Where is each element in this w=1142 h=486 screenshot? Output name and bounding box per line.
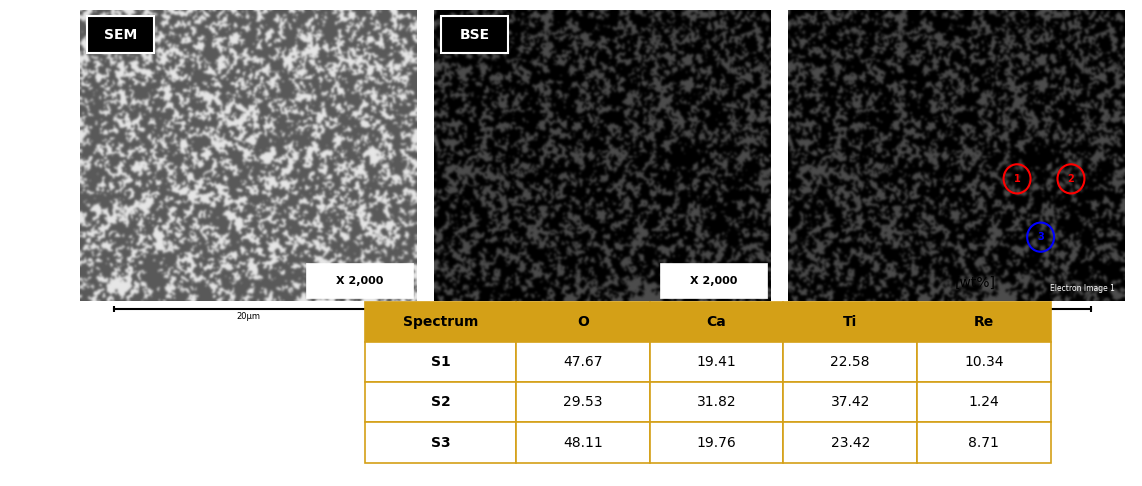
Text: 20μm: 20μm	[944, 312, 968, 321]
Text: 47.67: 47.67	[563, 355, 603, 369]
Text: BSE: BSE	[459, 28, 490, 41]
Text: 22.58: 22.58	[830, 355, 870, 369]
FancyBboxPatch shape	[650, 302, 783, 342]
Text: 29.53: 29.53	[563, 395, 603, 409]
FancyBboxPatch shape	[660, 263, 767, 298]
FancyBboxPatch shape	[516, 302, 650, 342]
FancyBboxPatch shape	[917, 382, 1051, 422]
FancyBboxPatch shape	[783, 302, 917, 342]
Text: X 2,000: X 2,000	[690, 276, 738, 286]
Text: O: O	[577, 315, 589, 329]
Text: S3: S3	[431, 435, 451, 450]
Text: 20μm: 20μm	[236, 312, 260, 321]
FancyBboxPatch shape	[516, 342, 650, 382]
Text: Ti: Ti	[843, 315, 858, 329]
Text: Spectrum: Spectrum	[403, 315, 478, 329]
Text: 23.42: 23.42	[830, 435, 870, 450]
FancyBboxPatch shape	[917, 342, 1051, 382]
Text: 8.71: 8.71	[968, 435, 999, 450]
FancyBboxPatch shape	[365, 382, 516, 422]
Text: 37.42: 37.42	[830, 395, 870, 409]
FancyBboxPatch shape	[365, 422, 516, 463]
FancyBboxPatch shape	[650, 342, 783, 382]
FancyBboxPatch shape	[917, 422, 1051, 463]
FancyBboxPatch shape	[917, 302, 1051, 342]
Text: S1: S1	[431, 355, 451, 369]
Text: 19.76: 19.76	[697, 435, 737, 450]
FancyBboxPatch shape	[365, 302, 516, 342]
Text: 19.41: 19.41	[697, 355, 737, 369]
FancyBboxPatch shape	[783, 382, 917, 422]
Text: 20μm: 20μm	[590, 312, 614, 321]
Text: 1: 1	[1014, 174, 1021, 184]
Text: Re: Re	[974, 315, 994, 329]
Text: S2: S2	[431, 395, 451, 409]
FancyBboxPatch shape	[306, 263, 413, 298]
FancyBboxPatch shape	[365, 342, 516, 382]
Text: 3: 3	[1037, 232, 1044, 242]
Text: Ca: Ca	[707, 315, 726, 329]
FancyBboxPatch shape	[516, 382, 650, 422]
Text: 2: 2	[1068, 174, 1075, 184]
Text: 1.24: 1.24	[968, 395, 999, 409]
FancyBboxPatch shape	[650, 422, 783, 463]
Text: Electron Image 1: Electron Image 1	[1049, 283, 1115, 293]
FancyBboxPatch shape	[441, 16, 508, 53]
Text: SEM: SEM	[104, 28, 137, 41]
FancyBboxPatch shape	[650, 382, 783, 422]
Text: X 2,000: X 2,000	[336, 276, 384, 286]
FancyBboxPatch shape	[783, 422, 917, 463]
FancyBboxPatch shape	[783, 342, 917, 382]
Text: 48.11: 48.11	[563, 435, 603, 450]
FancyBboxPatch shape	[87, 16, 154, 53]
Text: [wt%]: [wt%]	[955, 276, 996, 290]
Text: 31.82: 31.82	[697, 395, 737, 409]
FancyBboxPatch shape	[516, 422, 650, 463]
Text: 10.34: 10.34	[964, 355, 1004, 369]
